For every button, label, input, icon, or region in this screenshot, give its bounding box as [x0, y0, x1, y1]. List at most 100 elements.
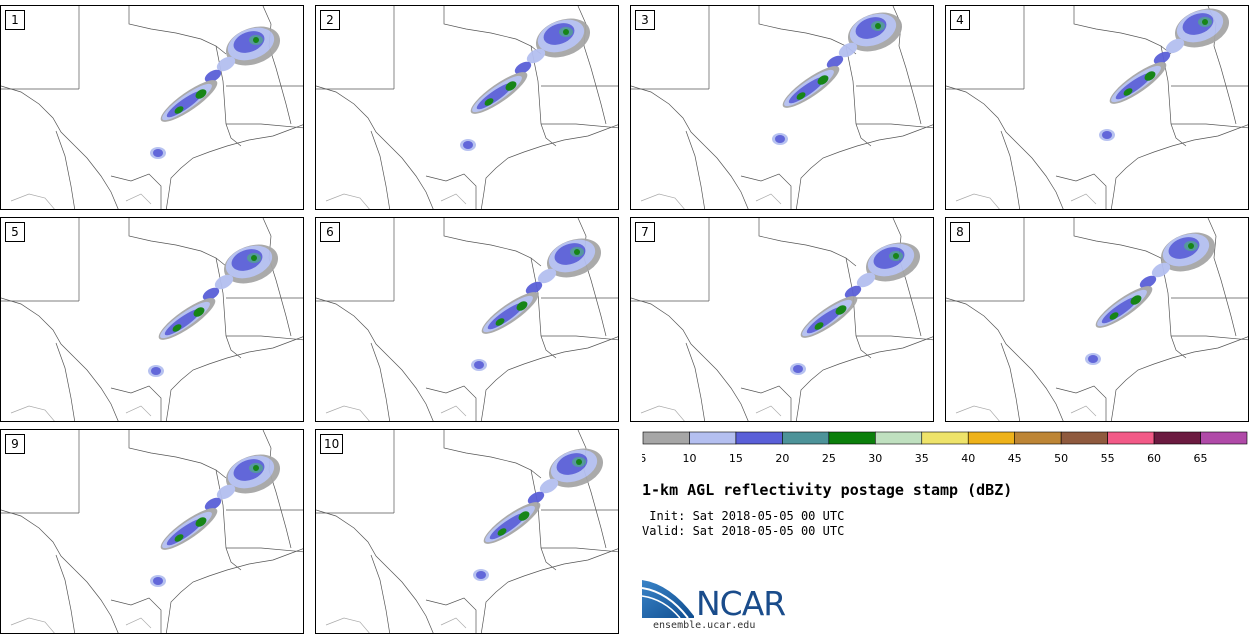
- reflectivity-overlay: [473, 448, 604, 581]
- member-panel-6: 6: [315, 217, 619, 422]
- colorbar-swatch: [689, 431, 737, 445]
- reflectivity-cell: [514, 61, 532, 75]
- reflectivity-cell: [484, 98, 494, 106]
- reflectivity-map: [316, 218, 618, 421]
- reflectivity-cell: [516, 301, 528, 311]
- reflectivity-cell: [875, 23, 881, 29]
- ncar-logo-icon: [642, 580, 694, 619]
- member-label: 6: [320, 222, 340, 242]
- reflectivity-cell: [1102, 131, 1112, 139]
- reflectivity-map: [1, 6, 303, 209]
- colorbar-tick-label: 5: [642, 452, 647, 465]
- member-label: 5: [5, 222, 25, 242]
- reflectivity-overlay: [790, 242, 921, 375]
- reflectivity-cell: [563, 29, 569, 35]
- reflectivity-cell: [1123, 88, 1133, 96]
- reflectivity-cell: [537, 268, 557, 284]
- colorbar-swatch: [1060, 431, 1108, 445]
- state-boundaries: [946, 218, 1248, 421]
- valid-time: Valid: Sat 2018-05-05 00 UTC: [642, 524, 845, 538]
- reflectivity-cell: [793, 365, 803, 373]
- reflectivity-cell: [193, 307, 205, 317]
- reflectivity-cell: [1151, 262, 1171, 278]
- colorbar-tick-label: 10: [682, 452, 696, 465]
- reflectivity-cell: [204, 497, 222, 511]
- reflectivity-cell: [495, 318, 505, 326]
- colorbar-swatch: [782, 431, 830, 445]
- member-label: 1: [5, 10, 25, 30]
- reflectivity-cell: [1188, 243, 1194, 249]
- reflectivity-overlay: [150, 454, 281, 587]
- colorbar-tick-label: 35: [915, 452, 929, 465]
- reflectivity-cell: [253, 37, 259, 43]
- reflectivity-cell: [525, 281, 543, 295]
- reflectivity-cell: [574, 249, 580, 255]
- reflectivity-map: [946, 218, 1248, 421]
- member-panel-3: 3: [630, 5, 934, 210]
- reflectivity-cell: [814, 322, 824, 330]
- reflectivity-cell: [1144, 71, 1156, 81]
- reflectivity-cell: [463, 141, 473, 149]
- reflectivity-cell: [195, 517, 207, 527]
- reflectivity-cell: [253, 465, 259, 471]
- member-label: 7: [635, 222, 655, 242]
- product-title: 1-km AGL reflectivity postage stamp (dBZ…: [642, 481, 1013, 499]
- colorbar-swatch: [921, 431, 969, 445]
- reflectivity-cell: [1109, 312, 1119, 320]
- colorbar-swatch: [1014, 431, 1062, 445]
- member-panel-1: 1: [0, 5, 304, 210]
- reflectivity-cell: [216, 56, 236, 72]
- reflectivity-overlay: [460, 18, 591, 151]
- reflectivity-colorbar: 5 10 15 20 25 30 35 40 45 50 55 60 65: [642, 431, 1248, 465]
- reflectivity-cell: [775, 135, 785, 143]
- member-panel-5: 5: [0, 217, 304, 422]
- reflectivity-cell: [893, 253, 899, 259]
- member-label: 9: [5, 434, 25, 454]
- logo-url: ensemble.ucar.edu: [653, 620, 756, 631]
- reflectivity-cell: [826, 55, 844, 69]
- reflectivity-cell: [817, 75, 829, 85]
- reflectivity-map: [631, 6, 933, 209]
- member-label: 10: [320, 434, 344, 454]
- reflectivity-cell: [174, 534, 184, 542]
- reflectivity-cell: [844, 285, 862, 299]
- reflectivity-cell: [214, 274, 234, 290]
- reflectivity-cell: [527, 491, 545, 505]
- state-boundaries: [1, 218, 303, 421]
- colorbar-tick-label: 40: [961, 452, 975, 465]
- reflectivity-cell: [1153, 51, 1171, 65]
- reflectivity-map: [1, 218, 303, 421]
- reflectivity-cell: [838, 42, 858, 58]
- colorbar-tick-label: 30: [868, 452, 882, 465]
- reflectivity-cell: [1202, 19, 1208, 25]
- state-boundaries: [316, 218, 618, 421]
- init-time: Init: Sat 2018-05-05 00 UTC: [642, 509, 845, 523]
- reflectivity-cell: [1130, 295, 1142, 305]
- reflectivity-cell: [497, 528, 507, 536]
- colorbar-swatch: [1153, 431, 1201, 445]
- reflectivity-cell: [474, 361, 484, 369]
- state-boundaries: [1, 6, 303, 209]
- reflectivity-cell: [153, 577, 163, 585]
- member-label: 2: [320, 10, 340, 30]
- logo-name: NCAR: [696, 584, 786, 623]
- reflectivity-cell: [476, 571, 486, 579]
- colorbar-tick-label: 55: [1101, 452, 1115, 465]
- colorbar-tick-label: 50: [1054, 452, 1068, 465]
- reflectivity-cell: [251, 255, 257, 261]
- state-boundaries: [1, 430, 303, 633]
- colorbar-swatch: [1200, 431, 1248, 445]
- reflectivity-overlay: [772, 12, 903, 145]
- reflectivity-cell: [204, 69, 222, 83]
- reflectivity-cell: [172, 324, 182, 332]
- reflectivity-map: [946, 6, 1248, 209]
- colorbar-tick-label: 25: [822, 452, 836, 465]
- reflectivity-cell: [216, 484, 236, 500]
- reflectivity-map: [1, 430, 303, 633]
- colorbar-swatch: [828, 431, 876, 445]
- state-boundaries: [631, 218, 933, 421]
- member-label: 8: [950, 222, 970, 242]
- reflectivity-overlay: [471, 238, 602, 371]
- colorbar-tick-label: 15: [729, 452, 743, 465]
- member-panel-4: 4: [945, 5, 1249, 210]
